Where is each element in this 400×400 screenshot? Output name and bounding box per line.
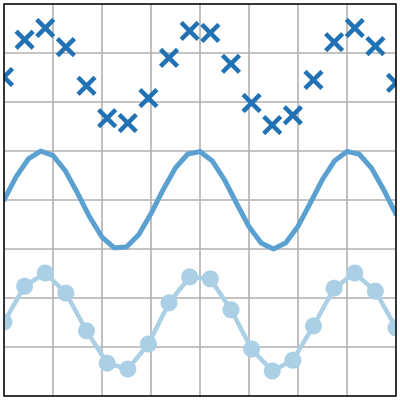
point-marker <box>201 270 219 288</box>
point-marker <box>387 319 396 337</box>
point-marker <box>98 354 116 372</box>
point-marker <box>57 284 75 302</box>
point-marker <box>304 317 322 335</box>
x-marker <box>365 36 386 57</box>
x-marker <box>303 69 324 91</box>
x-marker <box>385 72 396 93</box>
x-marker <box>241 92 262 114</box>
x-marker <box>117 112 138 134</box>
series-line <box>4 148 396 252</box>
x-marker <box>158 47 180 68</box>
point-marker <box>263 362 281 380</box>
point-marker <box>16 277 34 295</box>
x-marker <box>97 108 118 129</box>
point-marker <box>284 351 302 369</box>
point-marker <box>4 313 13 331</box>
point-marker <box>78 322 96 340</box>
x-marker <box>55 37 76 58</box>
x-marker <box>282 105 303 126</box>
x-marker <box>220 53 242 74</box>
x-marker <box>344 17 365 39</box>
point-marker <box>119 360 137 378</box>
point-marker <box>181 268 199 286</box>
x-marker <box>138 87 159 109</box>
x-marker <box>179 20 200 42</box>
point-marker <box>139 335 157 353</box>
point-marker <box>160 294 178 312</box>
point-marker <box>325 279 343 297</box>
axes-frame <box>3 3 397 397</box>
point-marker <box>243 340 261 358</box>
point-marker <box>346 264 364 282</box>
x-marker <box>200 22 221 44</box>
point-marker <box>366 282 384 300</box>
point-marker <box>36 264 54 282</box>
x-marker <box>4 66 15 88</box>
x-marker <box>324 32 345 53</box>
plot-area <box>4 17 396 380</box>
x-marker <box>14 29 35 50</box>
x-marker <box>262 114 283 136</box>
x-marker <box>76 75 97 96</box>
x-marker <box>35 17 56 39</box>
point-marker <box>222 301 240 319</box>
